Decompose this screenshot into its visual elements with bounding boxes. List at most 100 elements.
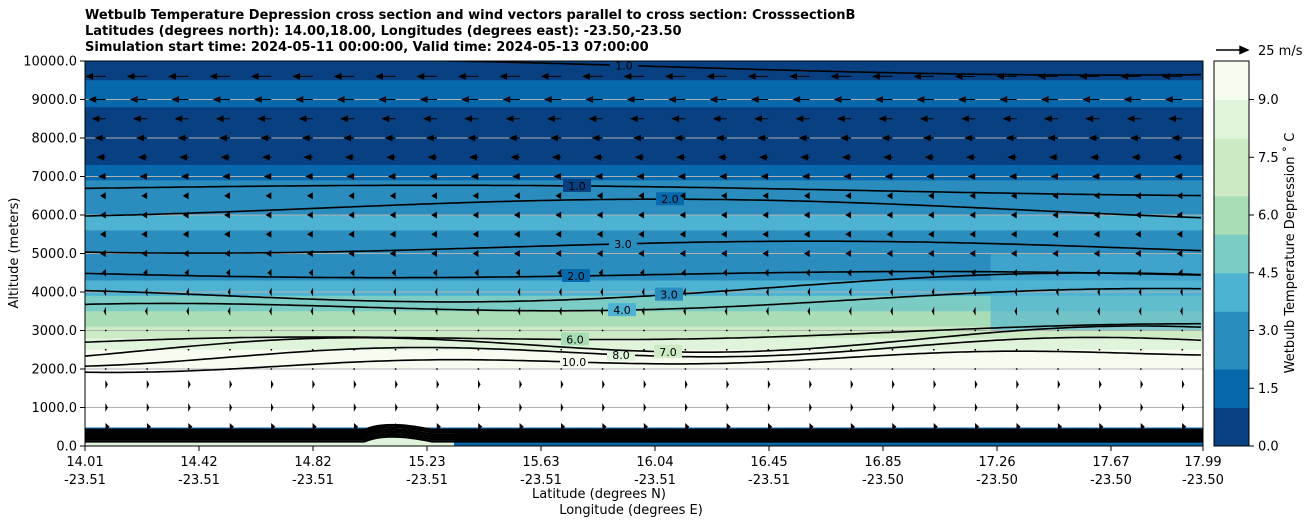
wind-vector <box>333 73 355 80</box>
contour-label-bg <box>656 192 684 206</box>
wind-vector <box>209 73 230 80</box>
wind-vector <box>257 115 272 123</box>
wind-vector <box>171 96 189 103</box>
wind-vector <box>954 73 976 80</box>
wind-vector <box>508 134 520 142</box>
wind-vector <box>890 287 893 297</box>
wind-vector <box>932 348 935 351</box>
wind-vector <box>933 402 937 413</box>
wind-vector <box>891 368 894 370</box>
wind-vector <box>1130 134 1141 142</box>
wind-vector <box>1133 173 1141 180</box>
wind-vector <box>227 306 231 316</box>
wind-vector <box>1099 423 1104 431</box>
wind-vector <box>348 250 355 257</box>
wind-vector <box>1174 173 1183 180</box>
wind-vector <box>929 269 935 277</box>
wind-vector <box>845 192 852 200</box>
wind-vector <box>187 348 190 351</box>
field-band <box>85 164 1203 181</box>
wind-vector <box>1052 211 1059 219</box>
wind-vector <box>1010 211 1017 219</box>
colorbar-segment <box>1214 369 1249 389</box>
wind-vector <box>104 329 107 332</box>
wind-vector <box>182 211 189 219</box>
wind-vector <box>550 134 562 142</box>
wind-vector <box>676 153 686 161</box>
field-band <box>85 61 1203 81</box>
wind-vector <box>101 269 106 277</box>
wind-vector <box>1016 423 1021 431</box>
wind-vector <box>928 250 934 257</box>
x-tick-label-lon: -23.51 <box>178 473 220 488</box>
wind-vector <box>229 423 234 431</box>
wind-vector <box>141 250 148 257</box>
wind-vector <box>883 153 893 161</box>
wind-vector <box>836 115 852 123</box>
wind-vector <box>311 329 314 332</box>
wind-vector <box>99 192 106 200</box>
wind-vector <box>351 287 355 297</box>
wind-vector <box>395 379 398 389</box>
wind-vector <box>643 402 647 413</box>
colorbar-segment <box>1214 195 1249 216</box>
wind-vector <box>353 329 356 332</box>
contour-line <box>85 350 1202 374</box>
wind-vector <box>1168 115 1183 123</box>
wind-vector <box>967 173 976 180</box>
wind-vector <box>429 173 437 180</box>
wind-vector <box>105 402 108 413</box>
colorbar-tick-label: 9.0 <box>1258 93 1279 108</box>
wind-vector <box>502 96 520 103</box>
wind-vector <box>514 250 520 257</box>
wind-vector <box>845 250 852 257</box>
wind-vector <box>685 402 688 413</box>
wind-vector <box>830 73 852 80</box>
wind-vector <box>146 348 149 351</box>
wind-vector <box>386 153 396 161</box>
field-band <box>85 80 1203 108</box>
wind-vector <box>375 73 396 80</box>
wind-vector <box>833 96 852 103</box>
wind-vector <box>721 250 727 257</box>
wind-vector <box>888 269 893 277</box>
wind-vector <box>188 423 193 431</box>
wind-vector <box>809 423 814 431</box>
wind-vector <box>1082 96 1100 103</box>
wind-vector <box>768 423 773 431</box>
wind-vector <box>916 96 934 103</box>
chart-title: Wetbulb Temperature Depression cross sec… <box>85 8 1085 56</box>
wind-vector <box>141 230 148 238</box>
wind-vector <box>760 173 769 180</box>
wind-vector <box>596 192 603 200</box>
wind-vector <box>681 269 686 277</box>
wind-vector <box>292 73 313 80</box>
wind-vector <box>971 269 976 277</box>
x-tick-label-lat: 16.85 <box>864 455 901 470</box>
wind-vector <box>555 211 562 219</box>
wind-vector <box>1055 306 1059 316</box>
wind-vector <box>1015 348 1018 351</box>
wind-vector <box>717 153 727 161</box>
wind-vector <box>712 115 727 123</box>
wind-vector <box>805 269 810 277</box>
x-tick-label-lat: 17.26 <box>978 455 1015 470</box>
wind-vector <box>99 250 106 257</box>
wind-vector <box>353 348 356 351</box>
wind-vector <box>472 211 479 219</box>
wind-vector <box>1010 230 1017 238</box>
wind-vector <box>225 269 231 277</box>
wind-vector <box>265 250 272 257</box>
wind-vector <box>808 329 811 332</box>
wind-vector <box>1057 423 1063 431</box>
wind-vector <box>262 153 272 161</box>
y-tick-label: 3000.0 <box>32 324 78 339</box>
wind-vector <box>601 368 604 370</box>
wind-vector <box>1181 402 1185 413</box>
wind-vector <box>1010 250 1017 257</box>
wind-vector <box>187 368 190 370</box>
wind-vector <box>798 134 810 142</box>
wind-vector <box>263 173 272 180</box>
wind-vector <box>177 134 189 142</box>
wind-vector <box>809 402 812 413</box>
